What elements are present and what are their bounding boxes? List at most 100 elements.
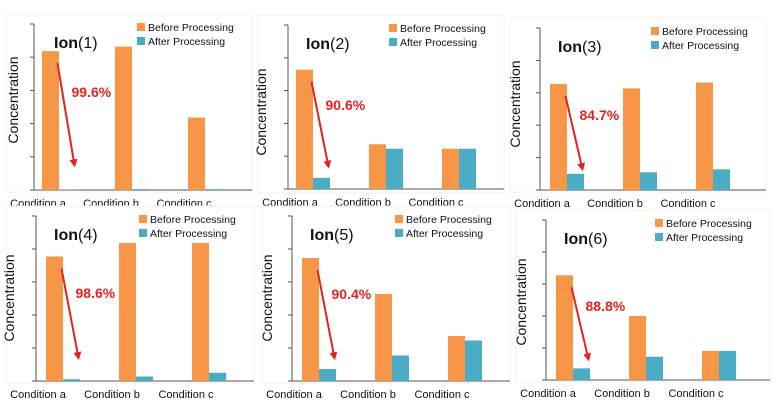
legend-label-before: Before Processing (148, 22, 234, 34)
legend-swatch-before (139, 215, 147, 223)
chart-panel-4: Ion(4) Before Processing After Processing C… (5, 205, 255, 401)
bar-after-1 (59, 189, 76, 190)
panel-title-main: Ion (306, 36, 330, 53)
bar-after-2 (392, 355, 409, 381)
bar-after-3 (205, 189, 222, 190)
bar-before-1 (42, 51, 59, 190)
reduction-arrow (60, 268, 82, 361)
bar-after-3 (713, 169, 730, 190)
panel-title-main: Ion (564, 231, 588, 248)
chart-panel-3: Ion(3) Before Processing After Processing C… (509, 17, 767, 210)
legend-swatch-before (655, 219, 663, 227)
legend-swatch-after (137, 37, 145, 45)
panel-title-sub: (1) (78, 35, 98, 52)
bar-after-1 (573, 368, 590, 380)
y-axis-label: Concentration (507, 60, 523, 147)
bar-after-2 (132, 189, 149, 190)
bar-after-3 (465, 340, 482, 381)
bar-after-3 (459, 148, 476, 189)
panel-title-sub: (2) (330, 36, 350, 53)
reduction-arrow (570, 287, 592, 362)
category-label-3: Condition c (668, 388, 724, 400)
panel-title: Ion(1) (54, 35, 98, 52)
category-label-1: Condition a (514, 198, 571, 210)
bar-after-1 (313, 177, 330, 189)
legend-label-before: Before Processing (400, 23, 486, 35)
reduction-arrow (56, 62, 78, 168)
panel-title-main: Ion (54, 35, 78, 52)
bar-after-2 (136, 376, 153, 381)
legend-swatch-after (139, 229, 147, 237)
legend-swatch-after (651, 41, 659, 49)
bar-before-3 (702, 350, 719, 380)
legend-label-after: After Processing (662, 40, 739, 52)
bar-before-1 (550, 83, 567, 190)
legend-label-after: After Processing (400, 37, 477, 49)
category-label-3: Condition c (414, 389, 470, 401)
legend-label-after: After Processing (148, 36, 225, 48)
y-axis-label: Concentration (513, 258, 529, 345)
legend-swatch-after (655, 233, 663, 241)
category-label-3: Condition c (158, 389, 214, 401)
panel-title-sub: (5) (334, 227, 354, 244)
panel-title-main: Ion (558, 39, 582, 56)
reduction-percent: 84.7% (580, 107, 620, 123)
legend-swatch-before (137, 23, 145, 31)
bar-after-3 (719, 350, 736, 380)
reduction-arrow (310, 81, 332, 169)
category-label-1: Condition a (520, 388, 577, 400)
legend-swatch-before (651, 27, 659, 35)
reduction-percent: 99.6% (72, 84, 112, 100)
reduction-arrow (564, 95, 586, 172)
reduction-percent: 90.6% (326, 97, 366, 113)
panel-title-sub: (4) (78, 227, 98, 244)
legend-label-after: After Processing (666, 232, 743, 244)
y-axis-label: Concentration (253, 68, 269, 155)
legend-label-before: Before Processing (666, 218, 752, 230)
y-axis-label: Concentration (259, 254, 275, 341)
bar-before-3 (442, 148, 459, 189)
category-label-1: Condition a (10, 389, 67, 401)
panel-title: Ion(5) (310, 227, 354, 244)
y-axis-label: Concentration (1, 254, 17, 341)
bar-after-2 (386, 148, 403, 189)
bar-after-1 (567, 173, 584, 190)
chart-panel-6: Ion(6) Before Processing After Processing C… (515, 209, 771, 400)
legend-swatch-after (389, 38, 397, 46)
category-label-2: Condition b (84, 389, 140, 401)
reduction-percent: 98.6% (76, 285, 116, 301)
legend-swatch-after (395, 229, 403, 237)
panel-title: Ion(3) (558, 39, 602, 56)
legend-label-before: Before Processing (406, 214, 492, 226)
bar-before-3 (188, 117, 205, 190)
chart-panel-1: Ion(1) Before Processing After Processing C… (5, 13, 253, 210)
category-label-2: Condition b (587, 198, 643, 210)
bar-before-2 (369, 144, 386, 189)
bar-before-2 (119, 243, 136, 381)
bar-before-1 (46, 256, 63, 381)
legend-label-before: Before Processing (662, 26, 748, 38)
bar-before-3 (696, 82, 713, 190)
reduction-percent: 88.8% (586, 298, 626, 314)
category-label-2: Condition b (594, 388, 650, 400)
legend-label-after: After Processing (150, 228, 227, 240)
bar-before-2 (115, 46, 132, 190)
bar-before-1 (296, 69, 313, 189)
reduction-percent: 90.4% (332, 286, 372, 302)
chart-panel-5: Ion(5) Before Processing After Processing C… (261, 205, 511, 401)
bar-before-1 (302, 258, 319, 381)
category-label-3: Condition c (660, 198, 716, 210)
bar-before-1 (556, 275, 573, 380)
panel-title: Ion(2) (306, 36, 350, 53)
bar-before-3 (448, 336, 465, 381)
panel-title-main: Ion (310, 227, 334, 244)
category-label-2: Condition b (340, 389, 396, 401)
bar-after-1 (319, 369, 336, 381)
bar-after-1 (63, 379, 80, 381)
y-axis-label: Concentration (5, 56, 21, 143)
legend-swatch-before (389, 24, 397, 32)
legend-label-after: After Processing (406, 228, 483, 240)
reduction-arrow (316, 269, 338, 361)
bar-after-2 (640, 172, 657, 190)
